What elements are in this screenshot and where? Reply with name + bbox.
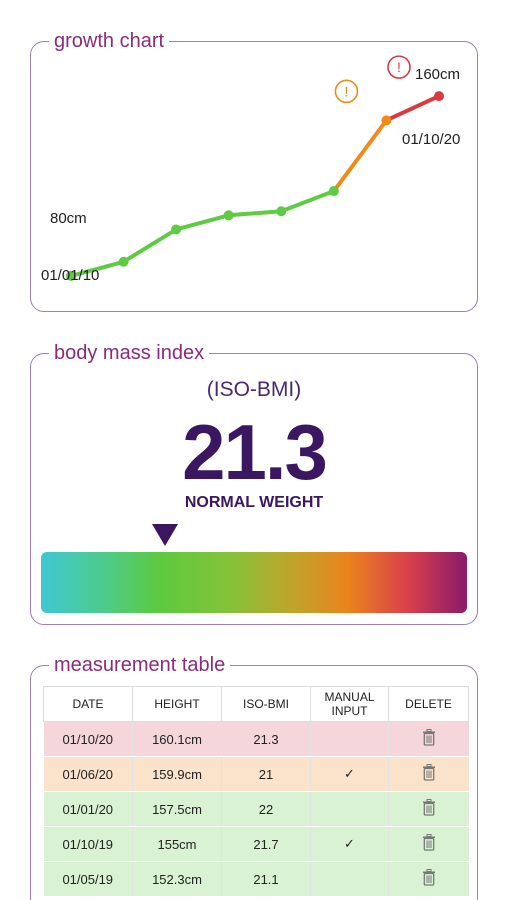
cell-bmi: 21.1 [221, 861, 311, 897]
data-point[interactable] [118, 256, 129, 267]
data-point[interactable] [276, 206, 287, 217]
bmi-scale [41, 552, 467, 613]
cell-date: 01/10/20 [43, 721, 133, 757]
growth-chart-title: growth chart [49, 28, 170, 54]
header-bmi[interactable]: ISO-BMI [221, 686, 311, 722]
growth-chart-card: growth chart !! 80cm 01/01/10 160cm 01/1… [30, 28, 478, 312]
data-point[interactable] [434, 91, 444, 102]
series-segment [69, 259, 126, 278]
measurement-table: DATE HEIGHT ISO-BMI MANUAL INPUT DELETE … [43, 686, 469, 897]
bmi-standard: (ISO-BMI) [206, 378, 302, 401]
cell-delete [388, 756, 469, 792]
table-row[interactable]: 01/06/20 159.9cm 21 ✓ [43, 756, 469, 792]
series-segment [279, 189, 336, 214]
cell-manual-input: ✓ [310, 826, 389, 862]
cell-bmi: 22 [221, 791, 311, 827]
table-row[interactable]: 01/05/19 152.3cm 21.1 [43, 861, 469, 897]
data-point[interactable] [66, 270, 76, 281]
measurement-table-card: measurement table DATE HEIGHT ISO-BMI MA… [30, 652, 478, 900]
data-point[interactable] [381, 115, 392, 126]
table-header-row: DATE HEIGHT ISO-BMI MANUAL INPUT DELETE [43, 686, 469, 722]
cell-date: 01/06/20 [43, 756, 133, 792]
cell-manual-input: ✓ [310, 756, 389, 792]
start-value-label: 80cm [50, 210, 87, 227]
bmi-title: body mass index [49, 340, 210, 366]
cell-manual-input [310, 861, 389, 897]
svg-text:!: ! [397, 59, 401, 75]
bmi-marker-icon [151, 524, 178, 546]
series-segment [121, 227, 179, 264]
trash-icon[interactable] [422, 834, 436, 854]
series-segment [331, 118, 389, 194]
cell-date: 01/10/19 [43, 826, 133, 862]
header-manual-input[interactable]: MANUAL INPUT [310, 686, 389, 722]
series-segment [384, 94, 441, 123]
bmi-value: 21.3 [182, 408, 328, 496]
table-row[interactable]: 01/01/20 157.5cm 22 [43, 791, 469, 827]
cell-height: 157.5cm [132, 791, 222, 827]
cell-bmi: 21.3 [221, 721, 311, 757]
bmi-card: body mass index (ISO-BMI) 21.3 NORMAL WE… [30, 340, 478, 625]
header-manual-line1: MANUAL [324, 690, 375, 704]
header-delete: DELETE [388, 686, 469, 722]
series-segment [174, 213, 231, 232]
growth-chart: !! [66, 55, 444, 281]
bmi-category: NORMAL WEIGHT [184, 494, 324, 511]
trash-icon[interactable] [422, 764, 436, 784]
cell-delete [388, 791, 469, 827]
end-date-label: 01/10/20 [402, 131, 461, 148]
table-row[interactable]: 01/10/20 160.1cm 21.3 [43, 721, 469, 757]
warning-icon[interactable]: ! [334, 79, 359, 104]
table-row[interactable]: 01/10/19 155cm 21.7 ✓ [43, 826, 469, 862]
cell-bmi: 21.7 [221, 826, 311, 862]
warning-icon[interactable]: ! [387, 55, 411, 79]
trash-icon[interactable] [422, 799, 436, 819]
cell-delete [388, 861, 469, 897]
cell-date: 01/05/19 [43, 861, 133, 897]
cell-manual-input [310, 721, 389, 757]
trash-icon[interactable] [422, 729, 436, 749]
cell-height: 160.1cm [132, 721, 222, 757]
start-date-label: 01/01/10 [41, 267, 100, 284]
cell-delete [388, 826, 469, 862]
cell-height: 152.3cm [132, 861, 222, 897]
cell-bmi: 21 [221, 756, 311, 792]
measurement-table-title: measurement table [49, 652, 231, 678]
cell-date: 01/01/20 [43, 791, 133, 827]
cell-height: 155cm [132, 826, 222, 862]
trash-icon[interactable] [422, 869, 436, 889]
series-segment [226, 209, 284, 218]
data-point[interactable] [328, 186, 339, 197]
svg-text:!: ! [344, 83, 348, 99]
end-value-label: 160cm [415, 66, 461, 83]
cell-delete [388, 721, 469, 757]
header-manual-line2: INPUT [331, 704, 368, 718]
header-date[interactable]: DATE [43, 686, 133, 722]
cell-manual-input [310, 791, 389, 827]
header-height[interactable]: HEIGHT [132, 686, 222, 722]
data-point[interactable] [171, 224, 182, 235]
data-point[interactable] [223, 210, 234, 221]
cell-height: 159.9cm [132, 756, 222, 792]
